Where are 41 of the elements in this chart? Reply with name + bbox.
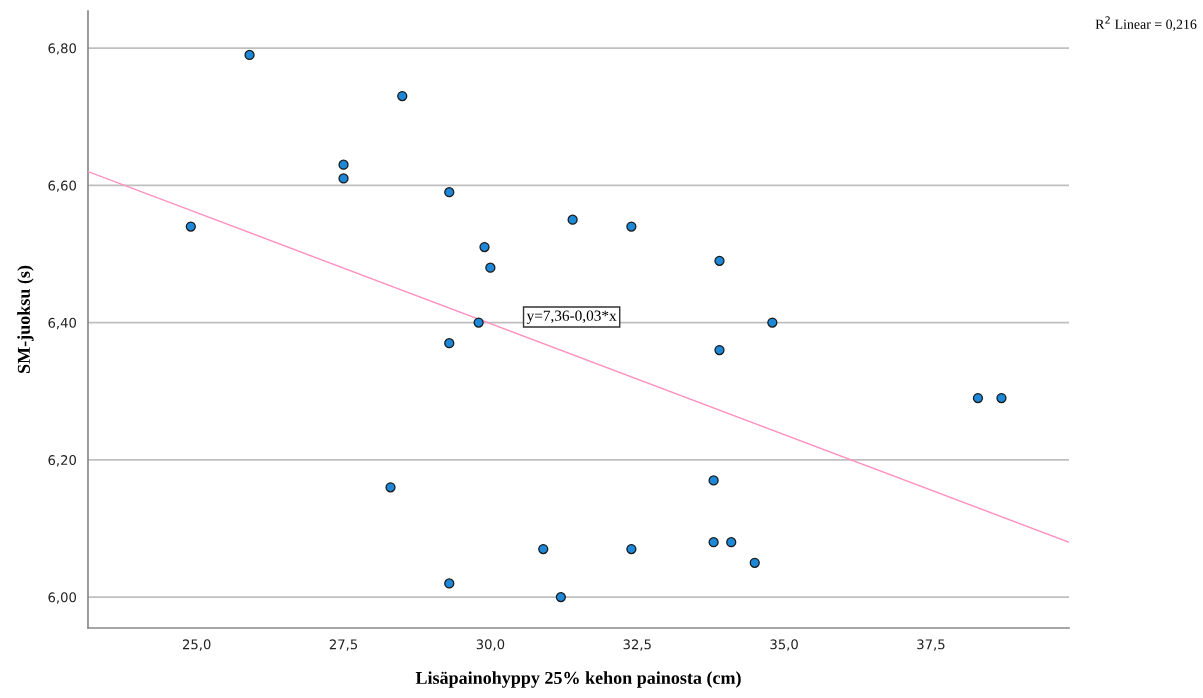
point bbox=[708, 537, 719, 548]
point bbox=[444, 578, 455, 589]
point bbox=[714, 255, 725, 266]
x-tick-label: 25,0 bbox=[182, 639, 211, 651]
x-tick-label: 37,5 bbox=[917, 639, 945, 651]
point bbox=[444, 338, 455, 349]
point bbox=[338, 173, 349, 184]
x-tick-label: 27,5 bbox=[329, 639, 358, 651]
point bbox=[749, 557, 760, 568]
point bbox=[479, 241, 490, 253]
point bbox=[726, 537, 737, 548]
point bbox=[567, 214, 578, 225]
x-tick-label: 32,5 bbox=[623, 639, 651, 651]
point bbox=[626, 221, 637, 232]
y-axis-title: SM-juoksu (s) bbox=[17, 265, 34, 373]
point bbox=[555, 591, 567, 603]
point bbox=[244, 49, 255, 61]
annotation: y=7,36-0,03*x bbox=[526, 310, 617, 324]
point bbox=[996, 392, 1007, 404]
y-tick-label: 6,60 bbox=[48, 180, 77, 192]
point bbox=[538, 543, 549, 555]
point bbox=[714, 344, 725, 356]
point bbox=[708, 475, 719, 486]
point bbox=[767, 317, 778, 328]
x-axis-title: Lisäpainohyppy 25% kehon painosta (cm) bbox=[415, 671, 741, 688]
point bbox=[397, 90, 408, 102]
text: R$^{2}$ Linear = 0,216 bbox=[1095, 16, 1197, 31]
x-tick-label: 30,0 bbox=[476, 639, 505, 651]
point bbox=[444, 187, 455, 198]
y-tick-label: 6,20 bbox=[48, 455, 77, 467]
y-tick-label: 6,80 bbox=[48, 43, 77, 55]
point bbox=[473, 317, 484, 328]
point bbox=[485, 262, 496, 273]
point bbox=[185, 221, 196, 232]
x-tick-label: 35,0 bbox=[770, 639, 798, 651]
point bbox=[626, 543, 637, 555]
point bbox=[338, 159, 349, 170]
point bbox=[385, 482, 396, 493]
y-tick-label: 6,00 bbox=[48, 592, 77, 604]
point bbox=[972, 392, 984, 404]
y-tick-label: 6,40 bbox=[48, 317, 77, 330]
